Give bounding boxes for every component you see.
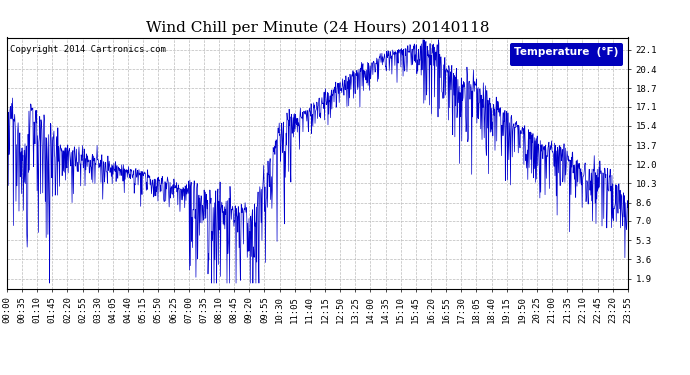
Text: Copyright 2014 Cartronics.com: Copyright 2014 Cartronics.com <box>10 45 166 54</box>
Legend:  <box>510 43 622 66</box>
Title: Wind Chill per Minute (24 Hours) 20140118: Wind Chill per Minute (24 Hours) 2014011… <box>146 21 489 35</box>
